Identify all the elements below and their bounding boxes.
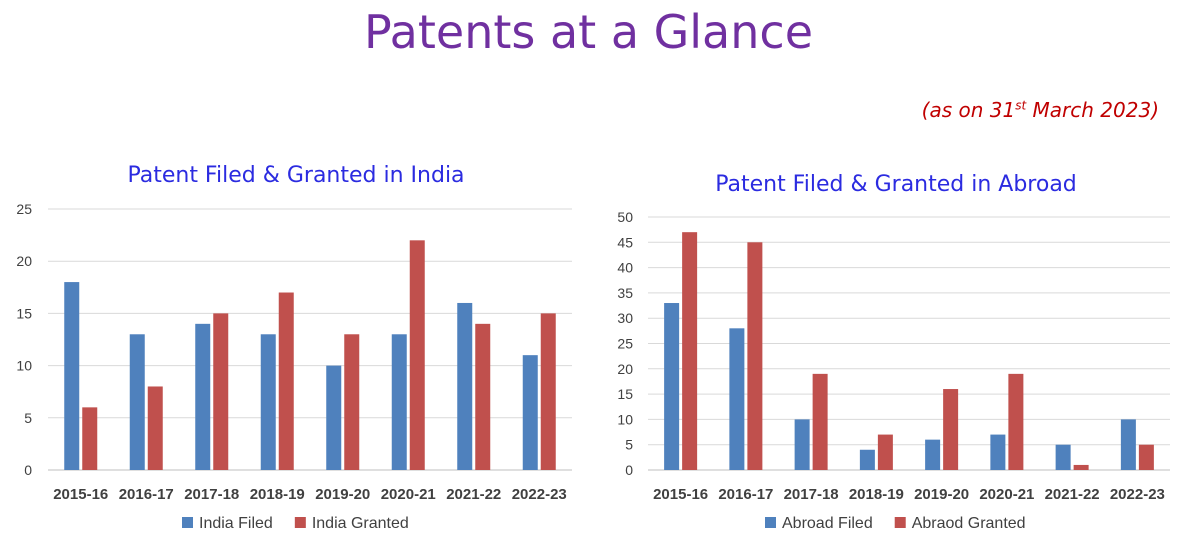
abroad-y-tick-label: 5 [625,437,633,453]
abroad-granted-bar [682,232,698,470]
chart-india: Patent Filed & Granted in India051015202… [16,163,572,532]
abroad-y-tick-label: 15 [617,386,633,402]
india-y-tick-label: 25 [16,201,32,217]
abroad-filed-bar [664,303,680,470]
india-y-tick-label: 15 [16,305,32,321]
abroad-granted-bar [877,434,893,470]
india-x-category-label: 2015-16 [53,486,108,503]
india-x-category-label: 2022-23 [512,486,567,503]
india-x-category-label: 2020-21 [381,486,436,503]
india-y-tick-label: 10 [16,358,32,374]
abroad-granted-bar [747,242,763,470]
india-granted-bar [147,386,163,470]
abroad-legend-filed-swatch [765,517,776,528]
india-granted-bar [540,313,556,470]
india-filed-bar [457,302,473,470]
abroad-y-tick-label: 35 [617,285,633,301]
india-filed-bar [129,334,145,470]
abroad-x-category-label: 2019-20 [914,486,969,503]
as-on-suffix: March 2023) [1026,98,1159,122]
india-granted-bar [344,334,360,470]
abroad-granted-bar [812,373,828,470]
abroad-y-tick-label: 0 [625,462,633,478]
india-granted-bar [409,240,425,470]
abroad-x-category-label: 2020-21 [979,486,1034,503]
abroad-filed-bar [859,449,875,470]
india-y-tick-label: 5 [24,410,32,426]
abroad-y-tick-label: 20 [617,361,633,377]
abroad-granted-bar [1073,464,1089,470]
abroad-y-tick-label: 40 [617,260,633,276]
india-legend-filed-label: India Filed [199,515,273,532]
abroad-y-tick-label: 10 [617,411,633,427]
india-legend-granted-label: India Granted [312,515,409,532]
abroad-y-tick-label: 25 [617,336,633,352]
abroad-filed-bar [1055,444,1071,470]
abroad-y-tick-label: 30 [617,310,633,326]
abroad-legend-filed-label: Abroad Filed [782,515,873,532]
india-x-category-label: 2016-17 [119,486,174,503]
india-granted-bar [82,407,98,470]
abroad-x-category-label: 2021-22 [1045,486,1100,503]
abroad-filed-bar [1120,419,1136,470]
abroad-chart-title: Patent Filed & Granted in Abroad [715,172,1077,197]
india-filed-bar [391,334,407,470]
abroad-filed-bar [794,419,810,470]
india-filed-bar [522,355,538,470]
india-granted-bar [278,292,294,470]
abroad-x-category-label: 2017-18 [784,486,839,503]
india-legend-granted-swatch [294,517,306,528]
abroad-x-category-label: 2018-19 [849,486,904,503]
india-filed-bar [195,323,211,470]
as-on-prefix: (as on 31 [921,98,1016,122]
india-x-category-label: 2019-20 [315,486,370,503]
india-y-tick-label: 0 [24,462,32,478]
india-x-category-label: 2021-22 [446,486,501,503]
india-granted-bar [475,323,491,470]
abroad-x-category-label: 2022-23 [1110,486,1165,503]
abroad-filed-bar [925,439,941,470]
india-y-tick-label: 20 [16,253,32,269]
india-filed-bar [326,365,342,470]
india-filed-bar [260,334,276,470]
india-chart-title: Patent Filed & Granted in India [127,163,464,188]
india-x-category-label: 2018-19 [250,486,305,503]
india-legend-filed-swatch [182,517,193,528]
abroad-x-category-label: 2016-17 [718,486,773,503]
as-on-superscript: st [1015,98,1027,113]
page-title: Patents at a Glance [364,5,813,59]
abroad-granted-bar [943,389,959,470]
abroad-legend-granted-label: Abraod Granted [912,515,1026,532]
abroad-x-category-label: 2015-16 [653,486,708,503]
abroad-granted-bar [1138,444,1154,470]
abroad-legend-granted-swatch [894,517,906,528]
abroad-filed-bar [990,434,1006,470]
as-on-date-note: (as on 31st March 2023) [922,98,1159,122]
india-x-category-label: 2017-18 [184,486,239,503]
india-granted-bar [213,313,229,470]
abroad-y-tick-label: 45 [617,234,633,250]
abroad-filed-bar [729,328,745,470]
abroad-granted-bar [1008,373,1024,470]
abroad-y-tick-label: 50 [617,209,633,225]
india-filed-bar [64,282,80,470]
